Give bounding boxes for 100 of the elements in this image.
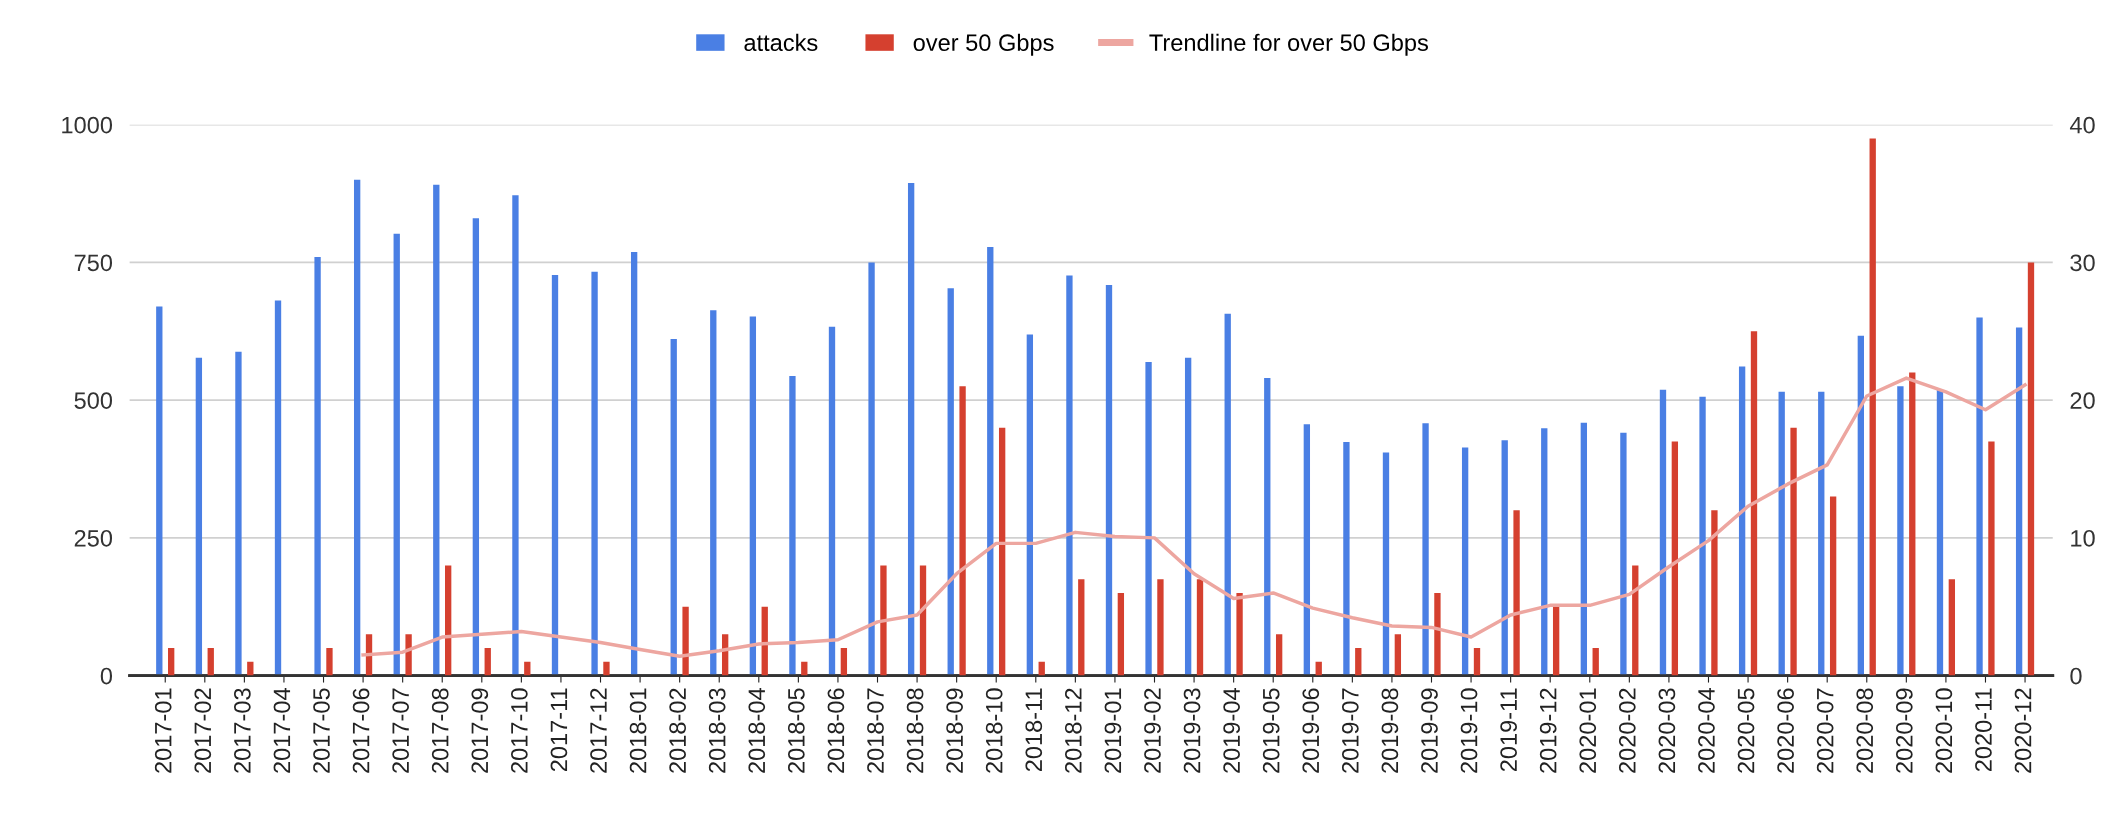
x-tick-label: 2020-04 (1698, 688, 1715, 773)
bar (1632, 565, 1639, 676)
x-tick-label: 2017-03 (234, 688, 251, 773)
bar (472, 218, 480, 676)
bar (947, 288, 954, 676)
x-tick-label: 2020-06 (1777, 688, 1794, 773)
x-tick-label: 2019-08 (1381, 688, 1399, 773)
y-tick-label: 1000 (62, 116, 113, 134)
bar (1145, 362, 1152, 676)
y2-tick-label: 30 (2070, 254, 2095, 272)
bar (1196, 579, 1204, 676)
x-tick-label: 2018-06 (827, 688, 845, 773)
bar (274, 300, 282, 676)
bar (710, 310, 717, 676)
x-tick-label: 2017-11 (550, 688, 568, 772)
bar (326, 648, 333, 676)
x-tick-label: 2017-06 (352, 688, 370, 773)
x-tick-label: 2019-10 (1460, 688, 1478, 773)
x-tick-label: 2019-02 (1144, 688, 1161, 773)
bar (551, 275, 559, 676)
x-tick-label: 2019-12 (1539, 688, 1557, 773)
x-tick-label: 2020-03 (1658, 688, 1676, 773)
bar (987, 246, 994, 676)
x-tick-label: 2019-05 (1262, 688, 1280, 773)
y-tick-label: 500 (74, 392, 113, 409)
bar (1461, 447, 1469, 676)
bar (1818, 391, 1825, 676)
y-tick-label: 250 (74, 529, 113, 547)
bar (1264, 378, 1271, 676)
bar (789, 375, 796, 676)
bar (919, 565, 927, 676)
x-tick-label: 2018-11 (1025, 688, 1043, 772)
x-tick-label: 2019-11 (1500, 688, 1517, 772)
bar (1671, 441, 1679, 676)
y2-tick-label: 0 (2070, 667, 2082, 685)
x-tick-label: 2017-02 (194, 688, 212, 773)
x-tick-label: 2020-10 (1935, 688, 1953, 773)
bar (1303, 424, 1311, 676)
bar (1184, 357, 1192, 676)
bar (1078, 579, 1085, 676)
bar (1750, 331, 1758, 676)
bar (801, 661, 808, 676)
bar (1343, 442, 1350, 676)
bar (1382, 452, 1390, 676)
bar (1592, 648, 1599, 676)
bar (1541, 428, 1548, 676)
x-tick-label: 2019-06 (1302, 688, 1320, 773)
y-tick-label: 750 (74, 254, 113, 272)
x-tick-label: 2018-08 (906, 688, 924, 773)
bar (1659, 389, 1667, 676)
bar (314, 256, 321, 676)
bar (1066, 275, 1073, 676)
bar (1897, 386, 1904, 676)
bar (682, 606, 689, 676)
x-tick-label: 2017-07 (392, 688, 409, 773)
bar (1699, 396, 1706, 676)
bar (1829, 496, 1837, 676)
bar (1434, 592, 1441, 676)
line-series (361, 376, 2027, 659)
x-tick-label: 2018-12 (1064, 688, 1082, 773)
bar (1790, 427, 1797, 676)
x-tick-label: 2019-07 (1341, 688, 1359, 773)
bar (1620, 432, 1627, 676)
legend-label: over 50 Gbps (913, 33, 1054, 56)
bar (998, 427, 1006, 676)
bar (828, 326, 836, 676)
bar (1580, 422, 1588, 676)
bar (1422, 423, 1429, 676)
bar (1315, 661, 1322, 676)
bar (445, 565, 452, 676)
bar (959, 386, 966, 676)
x-tick-label: 2017-01 (154, 688, 172, 773)
x-tick-label: 2017-09 (471, 688, 489, 773)
bar (1026, 334, 1034, 676)
x-tick-label: 2017-08 (431, 688, 449, 773)
bar (1038, 661, 1045, 676)
bar (247, 661, 254, 676)
x-tick-label: 2017-04 (273, 688, 291, 773)
bar (603, 661, 610, 676)
bar (1236, 592, 1243, 676)
bar (1976, 317, 1983, 676)
x-tick-label: 2018-03 (708, 688, 726, 773)
bar (1948, 579, 1956, 676)
bar (591, 271, 598, 676)
bar (405, 634, 412, 676)
bar (1869, 138, 1876, 676)
bar (2015, 327, 2023, 676)
x-tick-label: 2020-07 (1816, 688, 1834, 773)
x-tick-label: 2018-09 (946, 688, 963, 773)
legend-label: attacks (744, 33, 818, 52)
bar (156, 306, 163, 676)
bar (1738, 366, 1746, 676)
bar (1355, 648, 1362, 676)
x-tick-label: 2020-05 (1737, 688, 1755, 773)
bar (1909, 372, 1916, 676)
x-tick-label: 2019-01 (1104, 688, 1122, 773)
x-tick-label: 2020-09 (1895, 688, 1913, 773)
bar (1857, 335, 1864, 676)
bar (907, 183, 915, 676)
bar (1988, 441, 1995, 676)
